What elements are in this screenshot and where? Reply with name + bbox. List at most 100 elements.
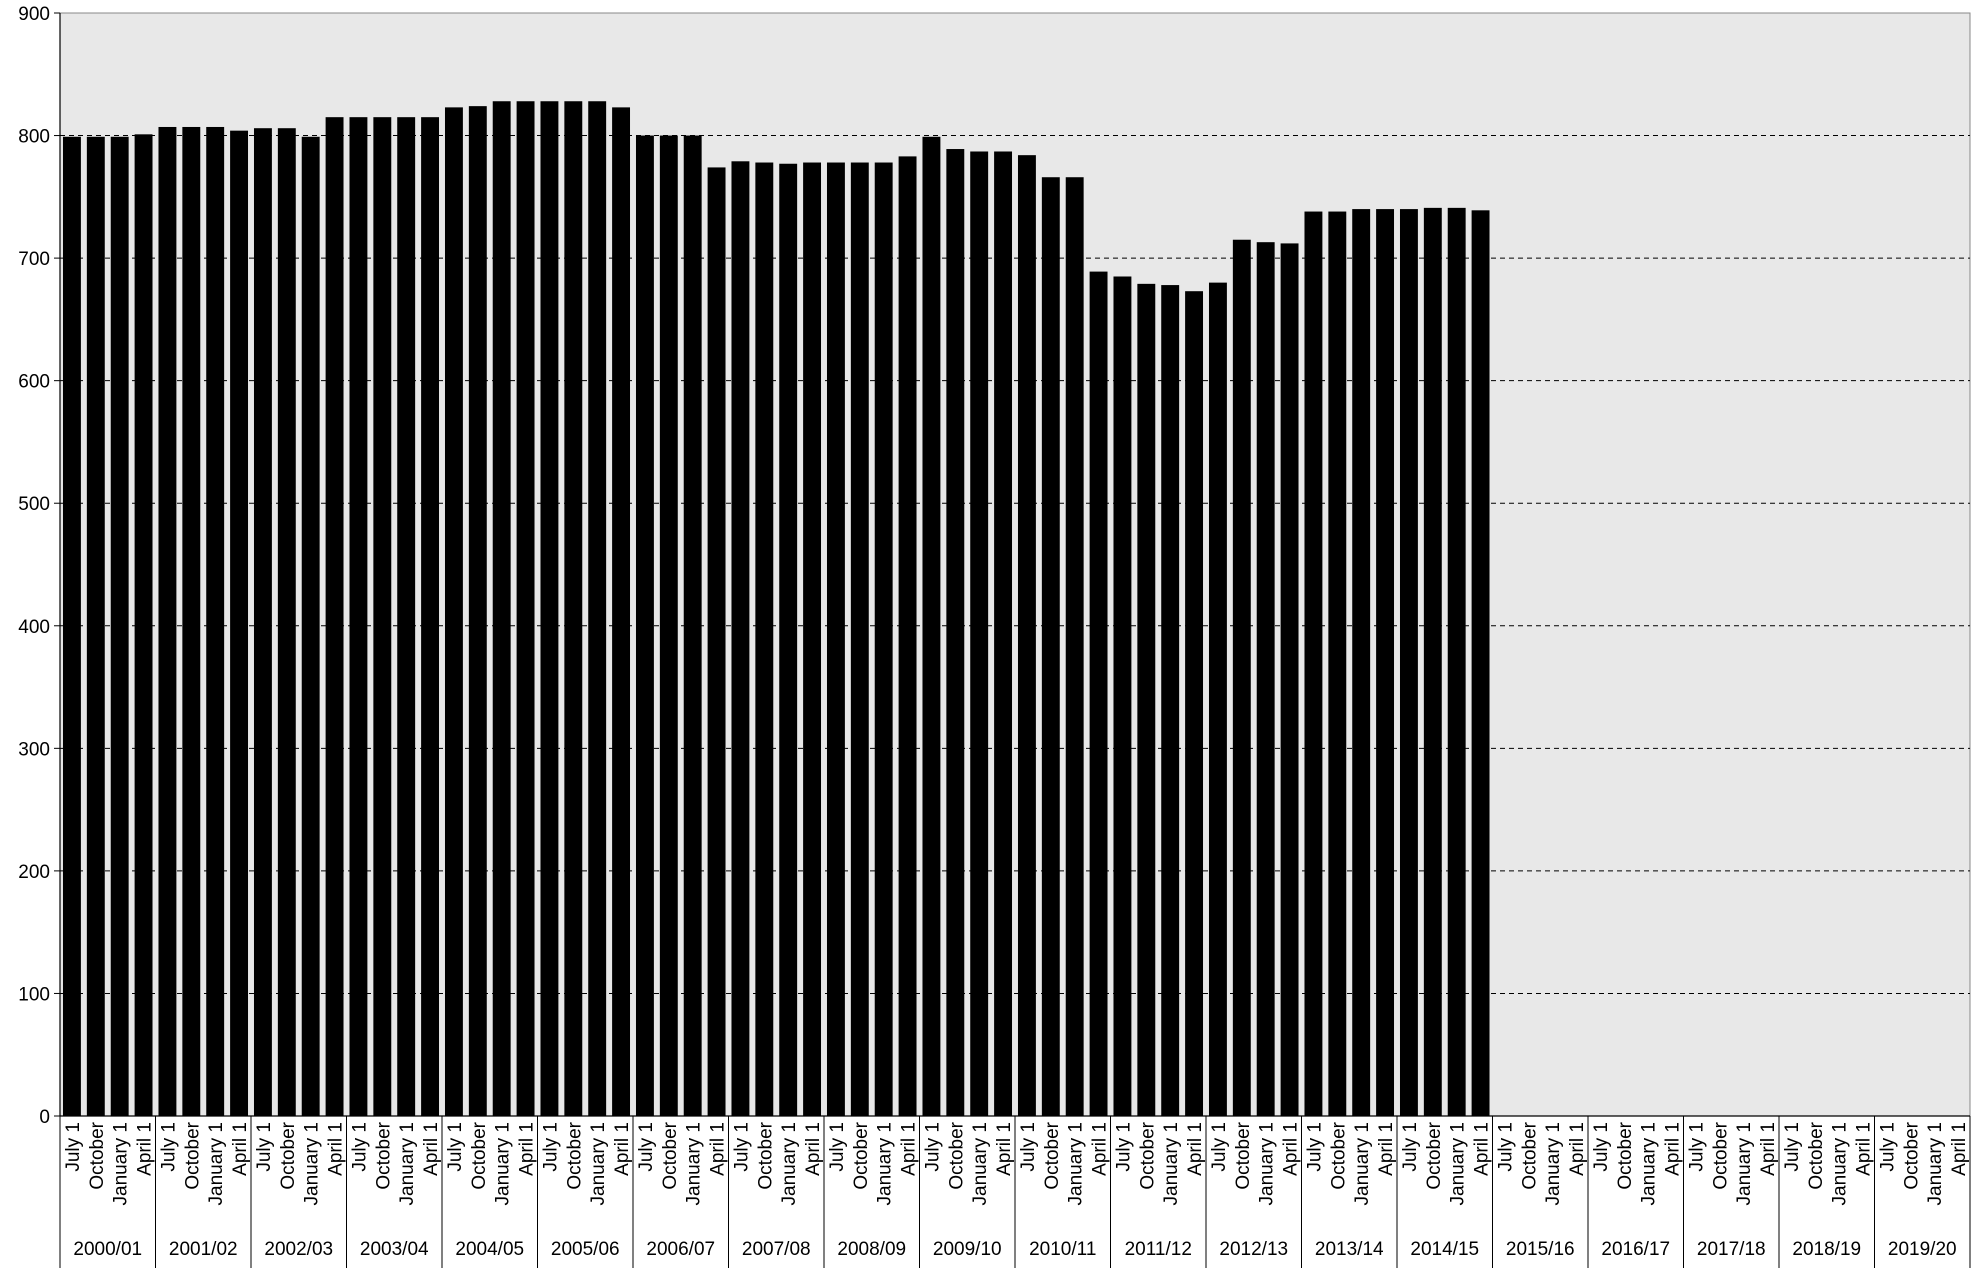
- bar: [1376, 209, 1395, 1117]
- x-category-labels: July 1 October January 1 April 1 July 1 Octob…: [63, 1121, 1970, 1205]
- plot-area: [59, 12, 1971, 1117]
- bar: [1423, 207, 1442, 1116]
- bar: [970, 151, 989, 1116]
- bar: [635, 135, 654, 1117]
- year-label: 2017/18: [1697, 1239, 1766, 1260]
- year-label: 2014/15: [1410, 1239, 1479, 1260]
- x-category-label: October: [660, 1121, 681, 1189]
- x-category-label: July 1: [1209, 1122, 1230, 1172]
- bar: [277, 128, 296, 1117]
- x-category-label: July 1: [731, 1122, 752, 1172]
- x-category-label: January 1: [1830, 1122, 1851, 1205]
- x-category-label: April 1: [1758, 1122, 1779, 1176]
- bar: [1208, 282, 1227, 1117]
- bar: [206, 126, 225, 1116]
- bar: [564, 101, 583, 1117]
- x-category-label: October: [1042, 1121, 1063, 1189]
- x-category-label: October: [564, 1121, 585, 1189]
- y-tick-label: 300: [18, 739, 50, 760]
- bar: [1304, 211, 1323, 1117]
- x-category-label: October: [182, 1121, 203, 1189]
- y-tick-label: 400: [18, 617, 50, 638]
- bar: [86, 136, 105, 1116]
- bar: [325, 117, 344, 1116]
- bar: [1041, 177, 1060, 1117]
- year-label: 2005/06: [551, 1239, 620, 1260]
- year-label: 2009/10: [933, 1239, 1002, 1260]
- x-category-label: October: [373, 1121, 394, 1189]
- year-label: 2004/05: [455, 1239, 524, 1260]
- x-category-label: October: [1615, 1121, 1636, 1189]
- bar: [182, 126, 201, 1116]
- x-category-label: October: [1424, 1121, 1445, 1189]
- x-category-label: July 1: [636, 1122, 657, 1172]
- x-category-label: January 1: [302, 1122, 323, 1205]
- x-category-label: April 1: [1376, 1122, 1397, 1176]
- bar: [468, 106, 487, 1117]
- bar: [1113, 276, 1132, 1116]
- x-category-label: October: [1710, 1121, 1731, 1189]
- year-label: 2019/20: [1888, 1239, 1957, 1260]
- y-tick-label: 900: [18, 4, 50, 25]
- bar: [1399, 209, 1418, 1117]
- x-category-label: July 1: [1591, 1122, 1612, 1172]
- year-label: 2007/08: [742, 1239, 811, 1260]
- bar: [922, 136, 941, 1116]
- x-category-label: October: [87, 1121, 108, 1189]
- bar: [397, 117, 416, 1116]
- x-category-label: April 1: [612, 1122, 633, 1176]
- x-category-label: July 1: [1018, 1122, 1039, 1172]
- x-category-label: October: [1233, 1121, 1254, 1189]
- y-tick-label: 500: [18, 494, 50, 515]
- bar: [1256, 242, 1275, 1116]
- year-label: 2008/09: [837, 1239, 906, 1260]
- year-label: 2001/02: [169, 1239, 238, 1260]
- x-category-label: July 1: [1686, 1122, 1707, 1172]
- bar: [253, 128, 272, 1117]
- bars: [62, 101, 1490, 1117]
- year-label: 2012/13: [1219, 1239, 1288, 1260]
- x-category-label: January 1: [588, 1122, 609, 1205]
- bar: [540, 101, 559, 1117]
- bar: [683, 135, 702, 1117]
- bar: [1137, 283, 1156, 1116]
- x-category-label: July 1: [922, 1122, 943, 1172]
- x-category-label: April 1: [1185, 1122, 1206, 1176]
- year-label: 2016/17: [1601, 1239, 1670, 1260]
- bar: [62, 136, 81, 1116]
- bar: [731, 161, 750, 1116]
- year-label: 2010/11: [1029, 1239, 1096, 1260]
- x-category-label: January 1: [1161, 1122, 1182, 1205]
- x-category-label: July 1: [158, 1122, 179, 1172]
- bar: [1447, 207, 1466, 1116]
- year-label: 2006/07: [646, 1239, 715, 1260]
- bar: [1065, 177, 1084, 1117]
- bar: [516, 101, 535, 1117]
- bar: [1089, 271, 1108, 1116]
- x-category-label: January 1: [684, 1122, 705, 1205]
- x-category-label: January 1: [397, 1122, 418, 1205]
- x-category-label: April 1: [1567, 1122, 1588, 1176]
- x-category-label: January 1: [111, 1122, 132, 1205]
- y-tick-label: 0: [39, 1107, 50, 1128]
- x-category-label: October: [755, 1121, 776, 1189]
- x-category-label: April 1: [421, 1122, 442, 1176]
- x-category-label: October: [1137, 1121, 1158, 1189]
- x-category-label: July 1: [349, 1122, 370, 1172]
- bar: [874, 162, 893, 1117]
- bar: [492, 101, 511, 1117]
- x-category-label: January 1: [970, 1122, 991, 1205]
- bar: [826, 162, 845, 1117]
- x-category-label: July 1: [540, 1122, 561, 1172]
- x-category-label: July 1: [1400, 1122, 1421, 1172]
- bar: [301, 136, 320, 1116]
- x-category-label: April 1: [517, 1122, 538, 1176]
- bar: [421, 117, 440, 1116]
- x-category-label: January 1: [206, 1122, 227, 1205]
- x-category-label: April 1: [230, 1122, 251, 1176]
- x-category-label: October: [469, 1121, 490, 1189]
- bar: [1352, 209, 1371, 1117]
- x-category-label: January 1: [1639, 1122, 1660, 1205]
